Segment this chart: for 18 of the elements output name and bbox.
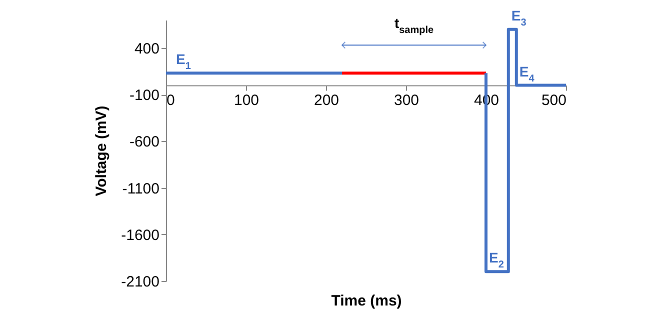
y-tick-label: -100 bbox=[129, 87, 160, 104]
annotation: t$_{sample}$ bbox=[394, 15, 434, 36]
y-tick-label: -2100 bbox=[121, 274, 160, 290]
y-tick-label: 400 bbox=[134, 40, 160, 58]
x-tick-label: 500 bbox=[541, 92, 566, 109]
annotation: E$_{2}$ bbox=[489, 250, 504, 271]
y-tick-label: -600 bbox=[129, 134, 160, 151]
y-tick-label: -1100 bbox=[122, 180, 160, 198]
annotation: E$_{4}$ bbox=[519, 63, 535, 84]
x-tick-label: 100 bbox=[234, 92, 260, 109]
annotation: E$_{3}$ bbox=[511, 7, 527, 28]
y-axis-title: Voltage (mV) bbox=[93, 106, 110, 196]
x-axis-title: Time (ms) bbox=[331, 292, 402, 310]
x-tick-label: 0 bbox=[166, 92, 175, 109]
annotation: E$_{1}$ bbox=[176, 51, 192, 72]
x-tick-label: 300 bbox=[394, 92, 420, 109]
x-tick-label: 200 bbox=[314, 92, 340, 109]
y-tick-label: -1600 bbox=[121, 226, 160, 244]
